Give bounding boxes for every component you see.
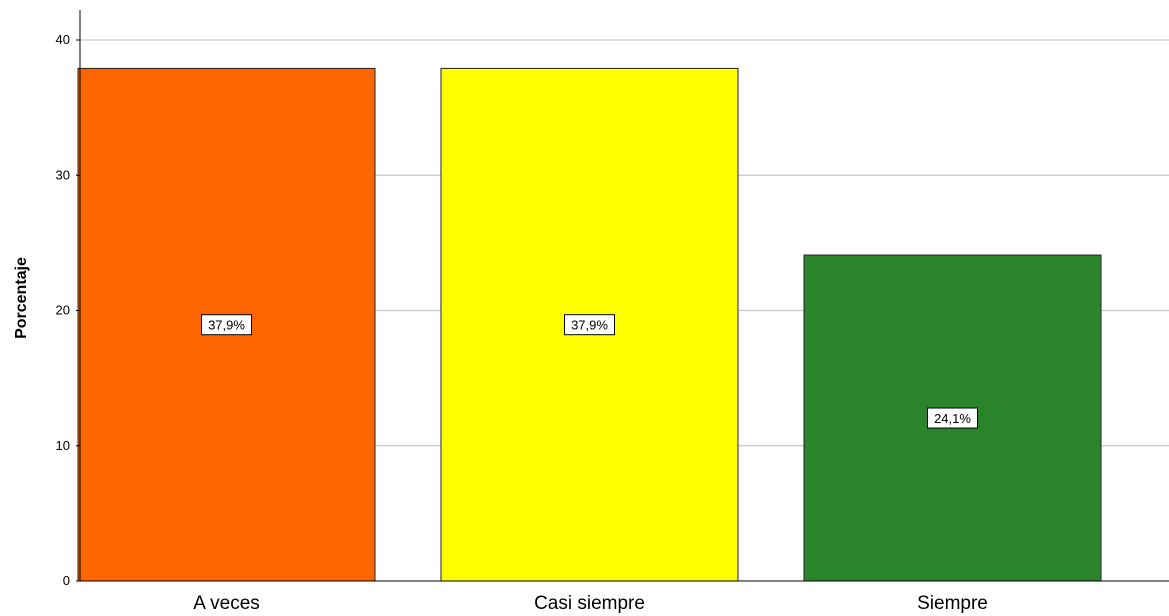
y-tick-label: 0 (63, 573, 70, 588)
x-category-label: Casi siempre (534, 593, 645, 614)
y-tick-label: 30 (56, 167, 70, 182)
data-label-box (927, 407, 978, 429)
y-tick-labels: 0 10 20 30 40 (56, 32, 80, 588)
data-label-box (564, 314, 615, 336)
y-tick-label: 40 (56, 32, 70, 47)
data-labels: 37,9% 37,9% 24,1% (201, 314, 978, 429)
data-label: 24,1% (934, 411, 971, 426)
data-label: 37,9% (208, 318, 245, 333)
y-tick-label: 20 (56, 303, 70, 318)
y-axis-title: Porcentaje (13, 257, 30, 339)
data-label-box (201, 314, 252, 336)
axes (79, 10, 1169, 582)
x-category-label: A veces (193, 593, 260, 614)
data-label: 37,9% (571, 318, 608, 333)
x-category-label: Siempre (917, 593, 988, 614)
y-tick-label: 10 (56, 438, 70, 453)
x-category-labels: A veces Casi siempre Siempre (193, 593, 988, 614)
